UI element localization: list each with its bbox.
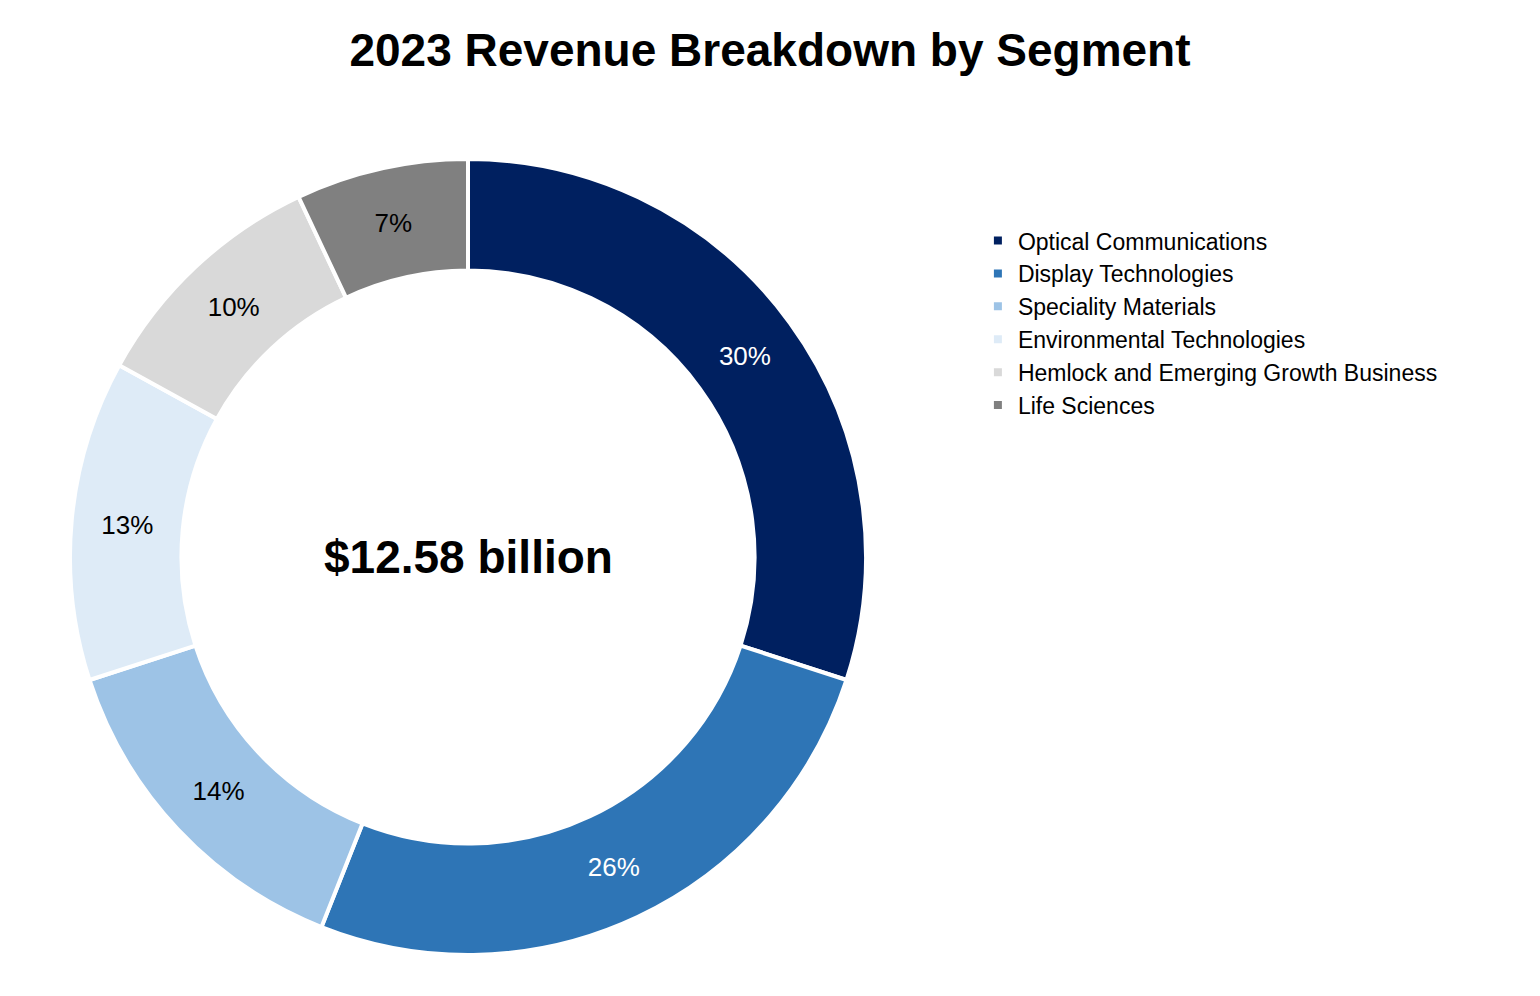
svg-text:10%: 10% xyxy=(208,292,260,322)
svg-text:26%: 26% xyxy=(588,852,640,882)
svg-text:30%: 30% xyxy=(719,341,771,371)
svg-text:7%: 7% xyxy=(375,208,413,238)
svg-text:2023 Revenue Breakdown by Segm: 2023 Revenue Breakdown by Segment xyxy=(349,24,1190,76)
svg-text:Speciality Materials: Speciality Materials xyxy=(1018,294,1216,320)
svg-text:13%: 13% xyxy=(101,510,153,540)
svg-text:$12.58 billion: $12.58 billion xyxy=(324,531,613,583)
svg-text:Optical Communications: Optical Communications xyxy=(1018,229,1267,255)
svg-text:Environmental Technologies: Environmental Technologies xyxy=(1018,327,1305,353)
svg-text:Display Technologies: Display Technologies xyxy=(1018,261,1234,287)
svg-text:Life Sciences: Life Sciences xyxy=(1018,393,1155,419)
svg-text:14%: 14% xyxy=(192,776,244,806)
svg-text:Hemlock and Emerging Growth Bu: Hemlock and Emerging Growth Business xyxy=(1018,360,1437,386)
